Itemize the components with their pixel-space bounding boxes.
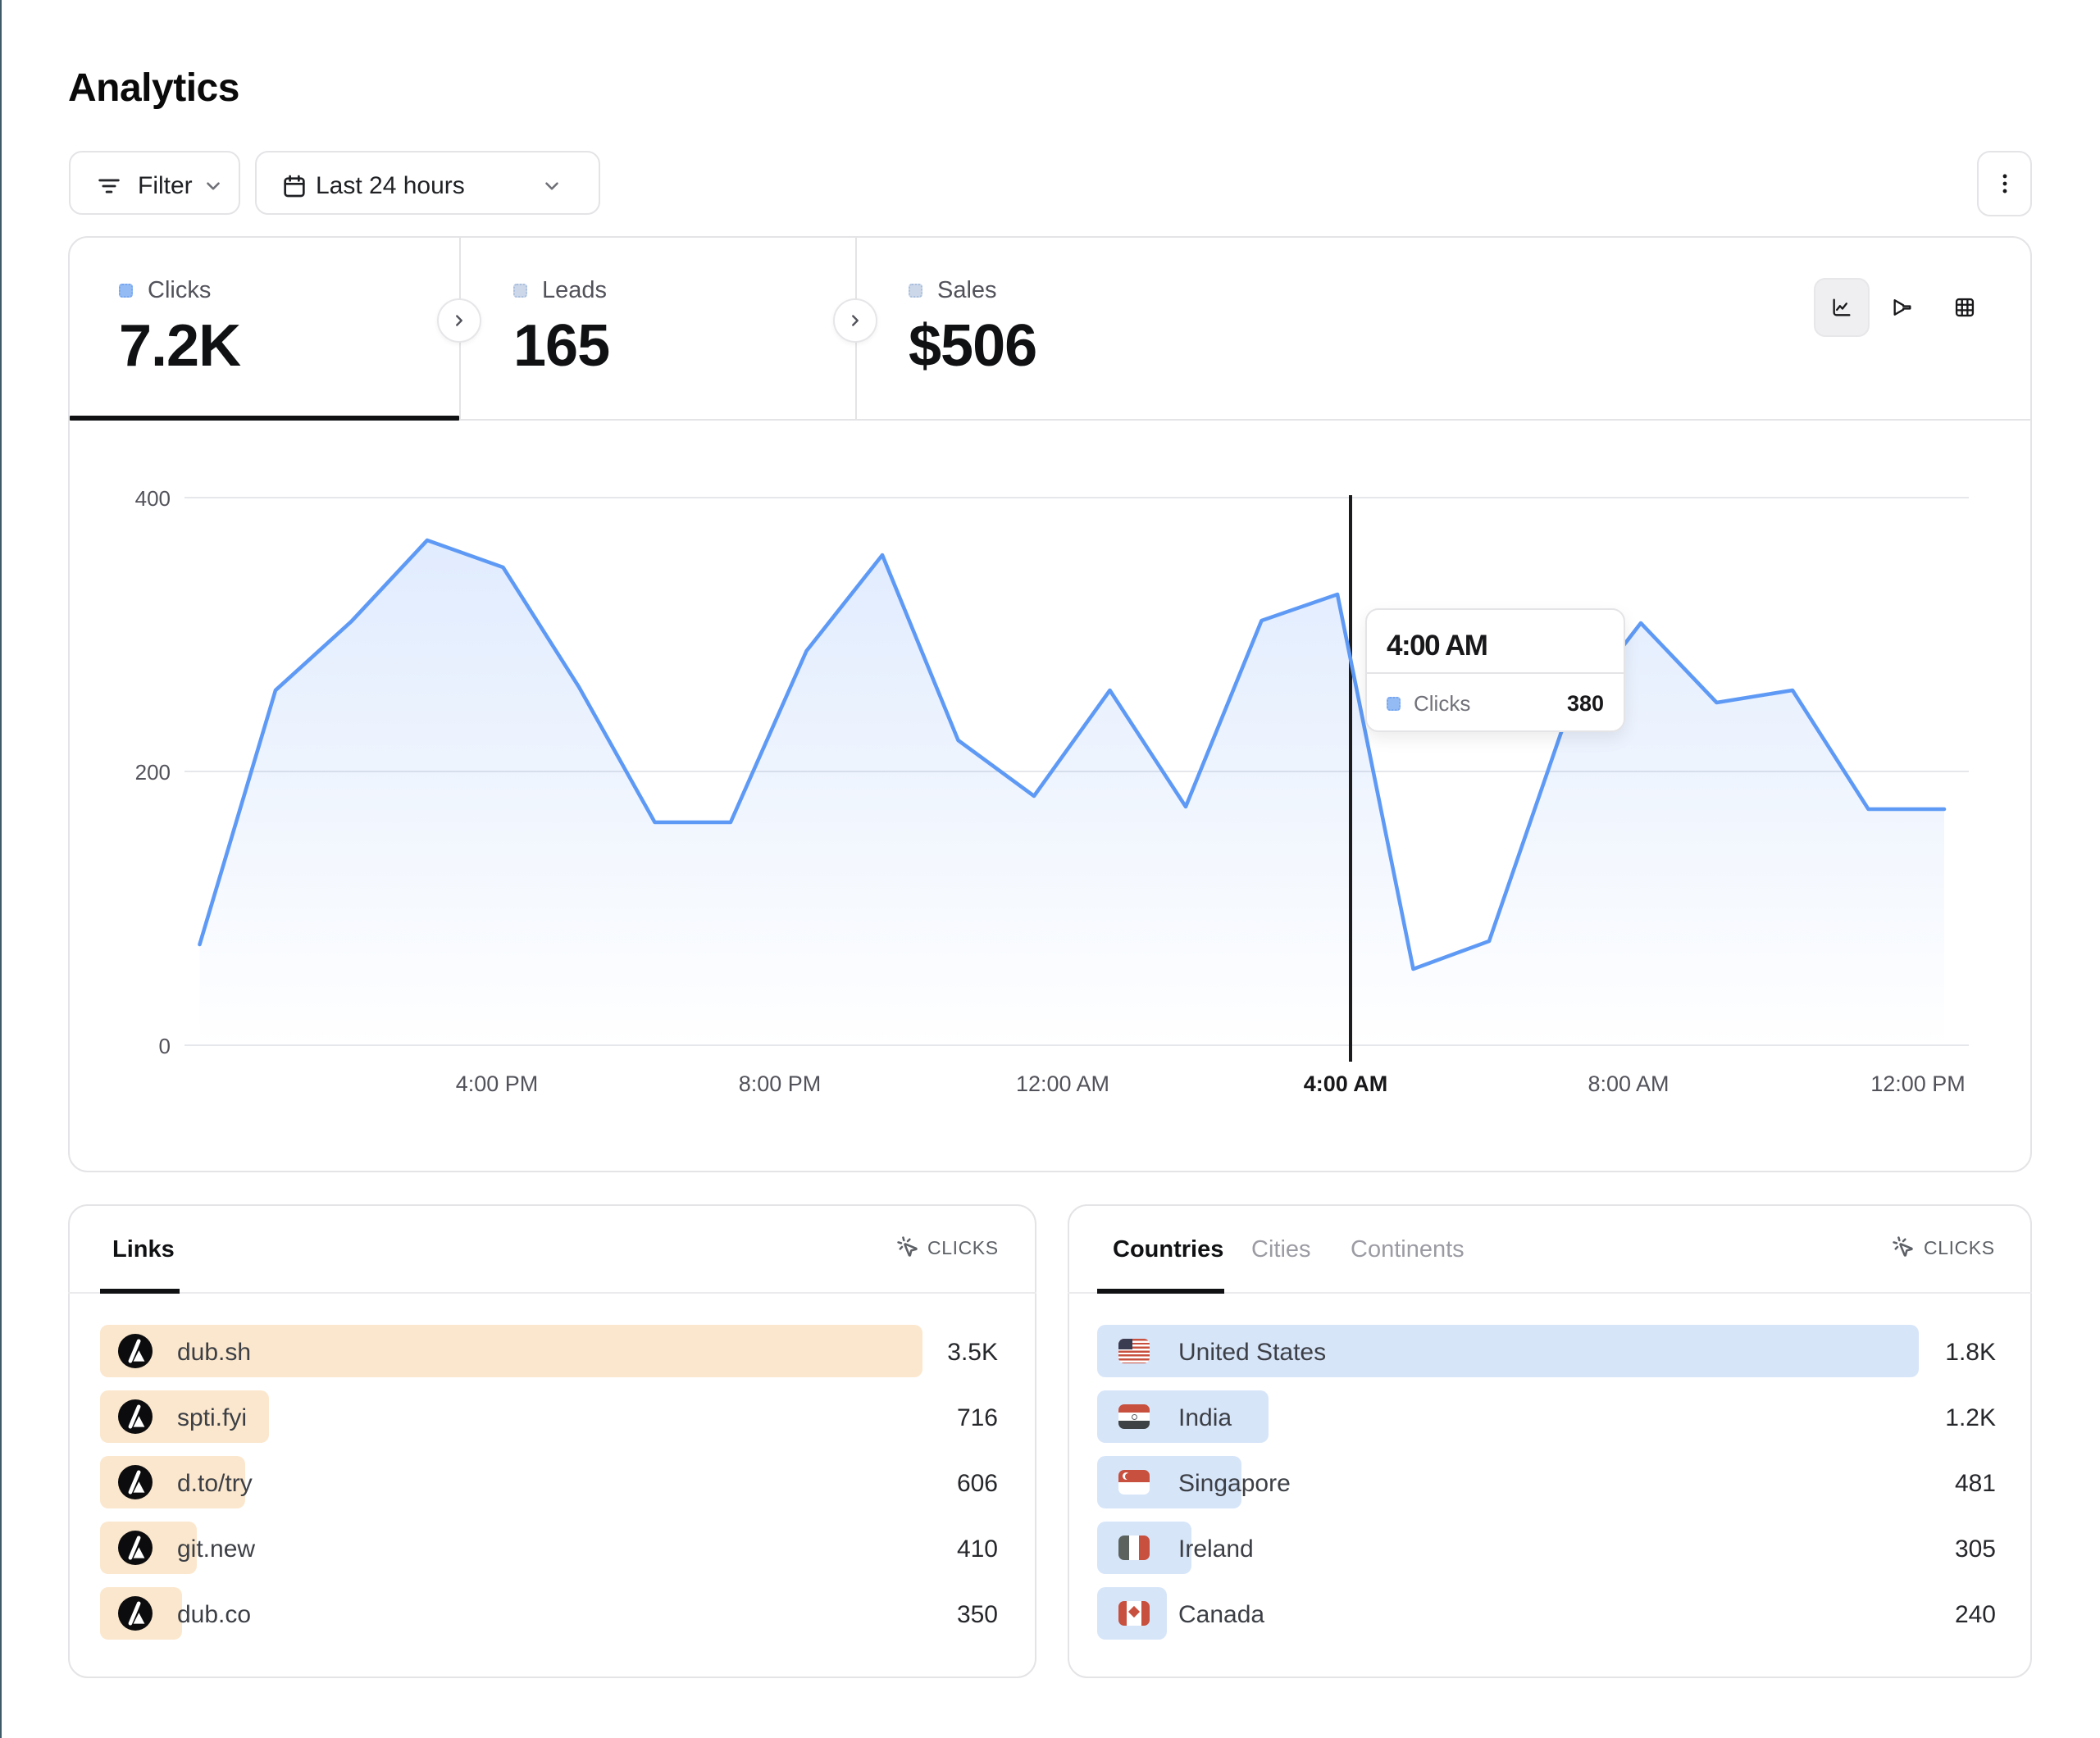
svg-text:4:00 PM: 4:00 PM <box>456 1071 539 1096</box>
svg-text:8:00 PM: 8:00 PM <box>739 1071 822 1096</box>
svg-text:400: 400 <box>135 486 171 511</box>
svg-text:8:00 AM: 8:00 AM <box>1588 1071 1669 1096</box>
svg-text:12:00 PM: 12:00 PM <box>1870 1071 1966 1096</box>
svg-text:4:00 AM: 4:00 AM <box>1304 1071 1388 1096</box>
svg-text:12:00 AM: 12:00 AM <box>1016 1071 1109 1096</box>
svg-text:200: 200 <box>135 760 171 785</box>
svg-text:0: 0 <box>159 1034 171 1058</box>
